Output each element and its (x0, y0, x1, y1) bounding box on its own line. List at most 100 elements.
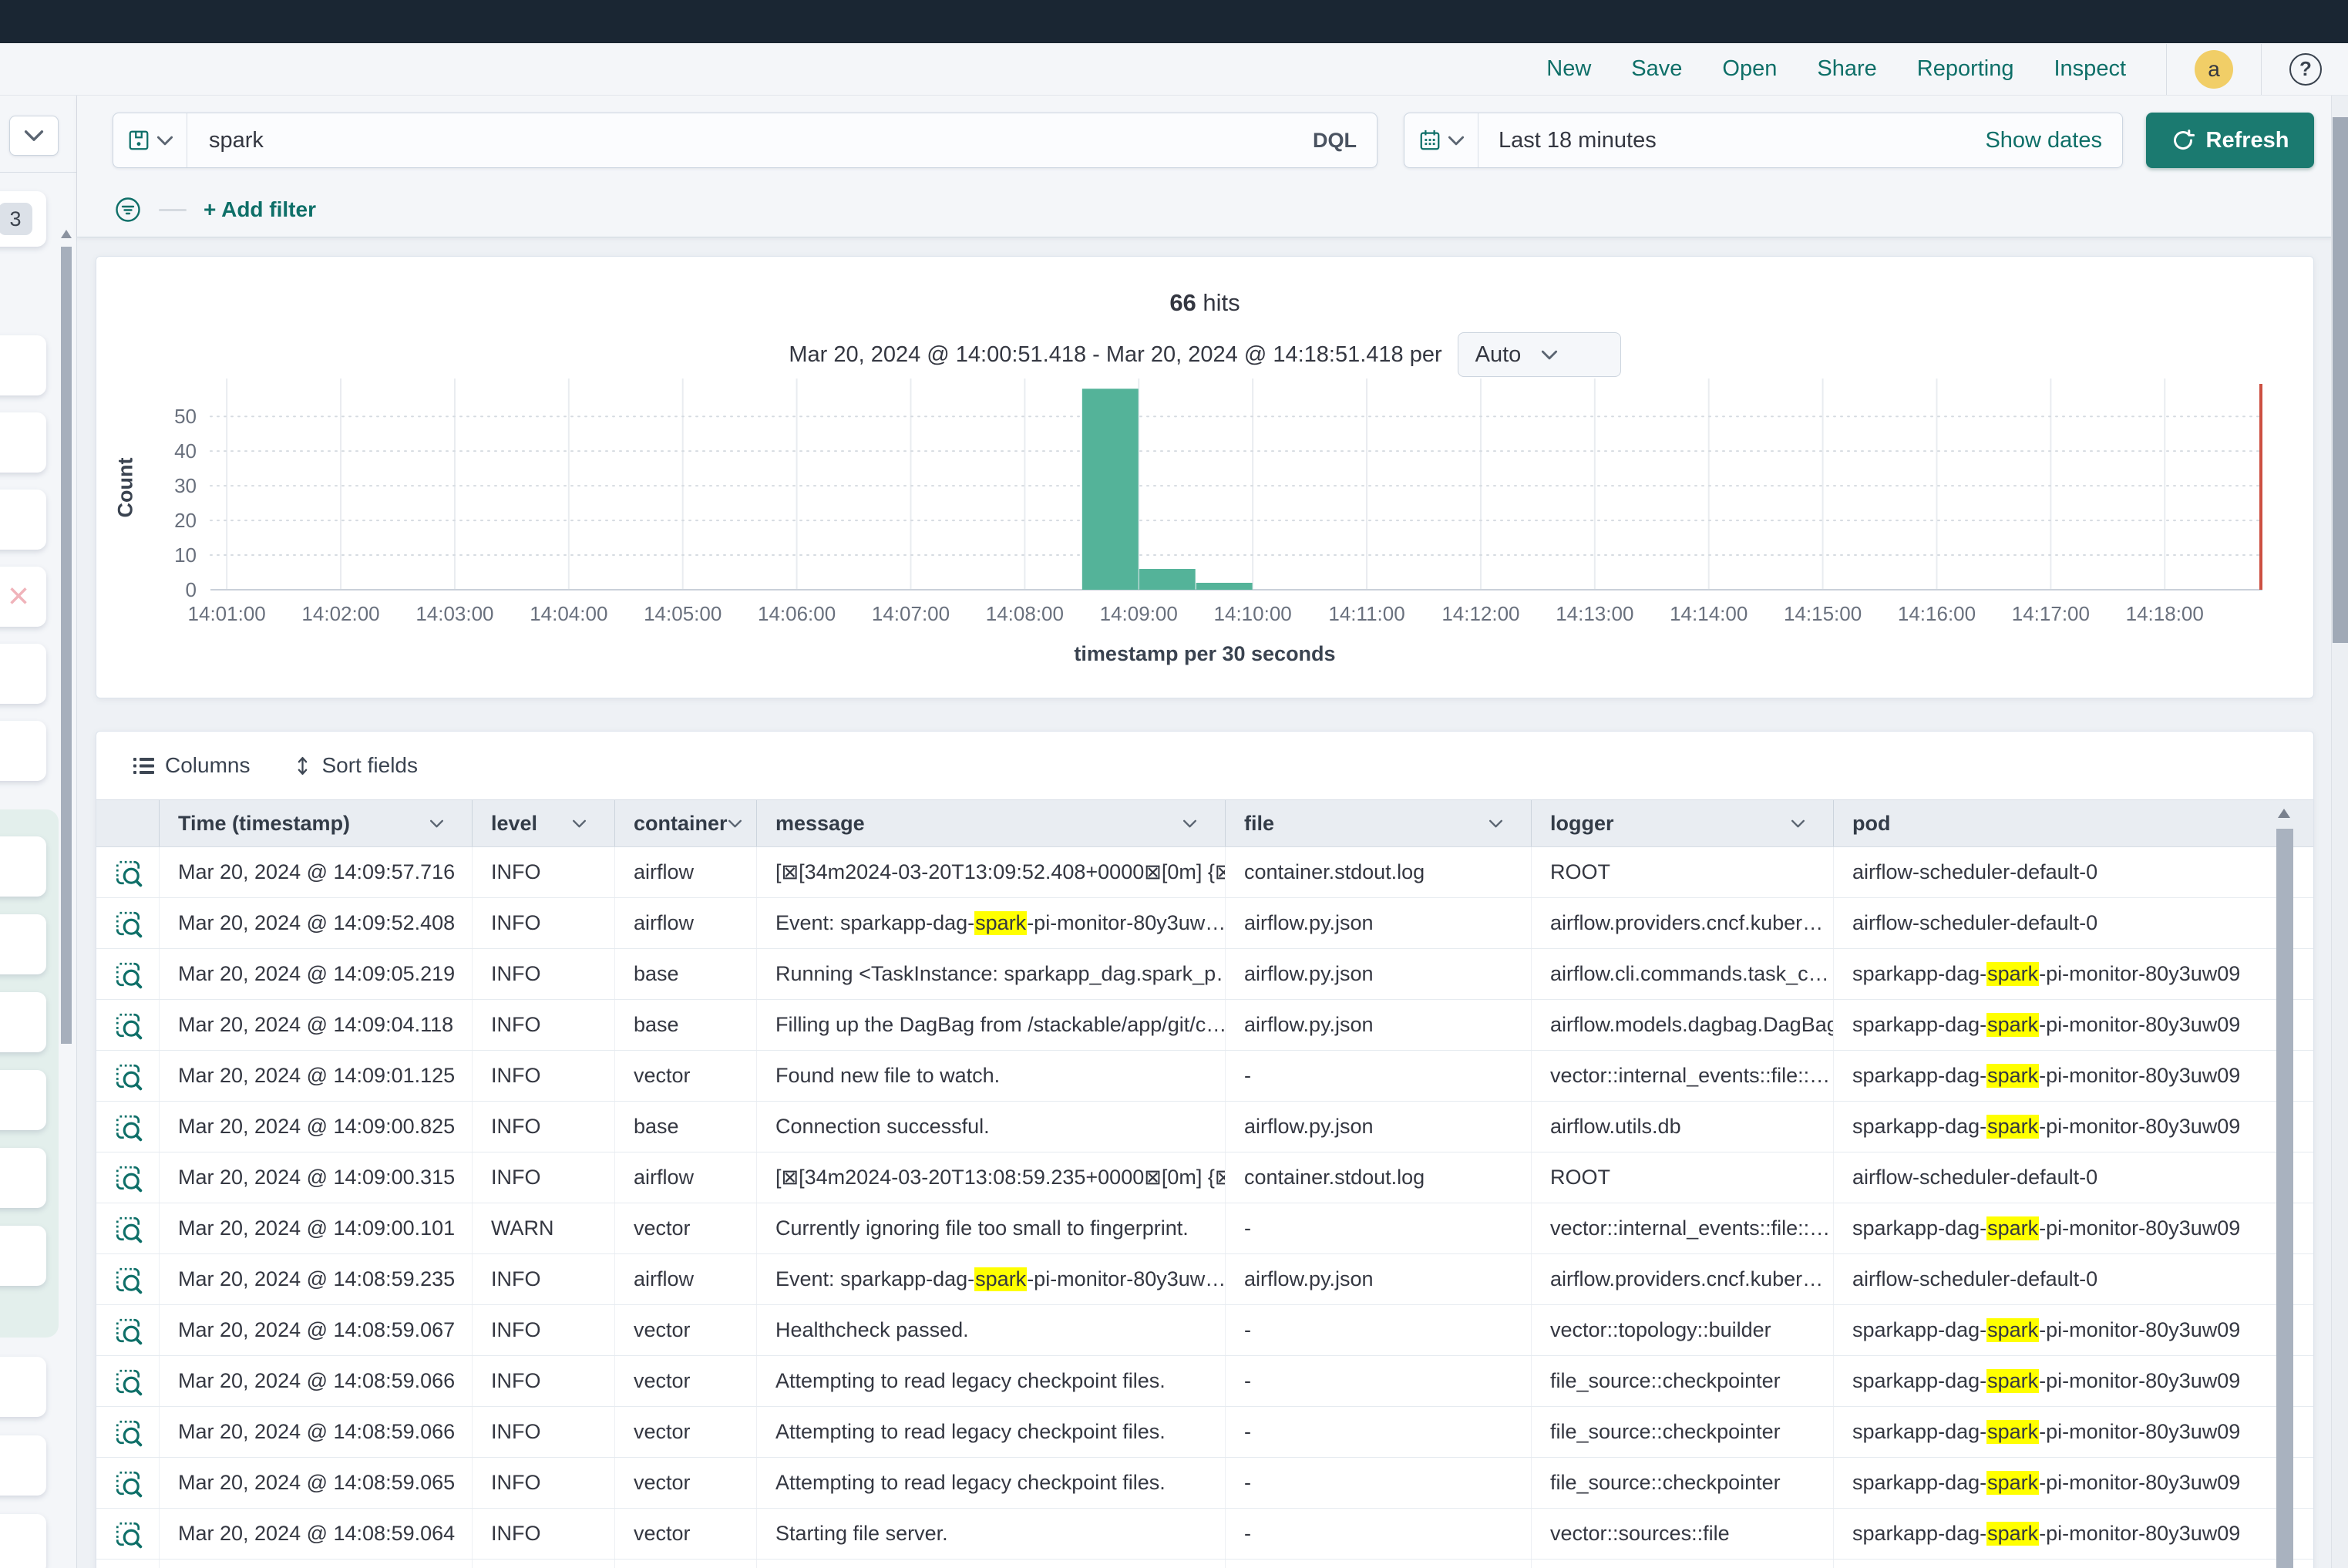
cell-level: INFO (473, 898, 615, 948)
collapse-sidebar-button[interactable] (9, 116, 59, 156)
nav-link-inspect[interactable]: Inspect (2054, 56, 2127, 81)
documents-table-panel: Columns Sort fields Time (timestamp) leve… (96, 731, 2314, 1568)
expand-row-button[interactable] (96, 847, 160, 897)
svg-text:14:01:00: 14:01:00 (188, 602, 266, 625)
selected-fields-card: 3 (0, 191, 46, 247)
show-dates-button[interactable]: Show dates (1985, 127, 2102, 153)
svg-text:14:13:00: 14:13:00 (1556, 602, 1633, 625)
sort-fields-button[interactable]: Sort fields (294, 753, 418, 778)
refresh-button[interactable]: Refresh (2146, 113, 2314, 168)
interval-select[interactable]: Auto (1457, 332, 1621, 377)
columns-button[interactable]: Columns (133, 753, 250, 778)
filter-icon[interactable] (114, 196, 142, 224)
expand-row-button[interactable] (96, 898, 160, 948)
expand-row-button[interactable] (96, 1203, 160, 1253)
nav-link-share[interactable]: Share (1817, 56, 1877, 81)
field-card[interactable] (0, 721, 46, 781)
inspect-document-icon (113, 1265, 143, 1294)
svg-text:14:09:00: 14:09:00 (1100, 602, 1178, 625)
field-card[interactable] (0, 1357, 46, 1417)
cell-file: - (1226, 1203, 1532, 1253)
calendar-icon (1418, 129, 1441, 152)
cell-level: INFO (473, 1051, 615, 1101)
cell-file: - (1226, 1458, 1532, 1508)
expand-row-button[interactable] (96, 1102, 160, 1152)
field-card[interactable] (0, 914, 46, 974)
table-row: Mar 20, 2024 @ 14:08:59.066 INFO vector Att… (96, 1356, 2313, 1407)
column-header-level[interactable]: level (473, 800, 615, 846)
expand-row-button[interactable] (96, 1458, 160, 1508)
add-filter-button[interactable]: + Add filter (204, 197, 316, 221)
svg-text:14:17:00: 14:17:00 (2012, 602, 2090, 625)
app-nav-row: New Save Open Share Reporting Inspect a ? (0, 43, 2348, 96)
table-row: Mar 20, 2024 @ 14:09:52.408 INFO airflow Ev… (96, 898, 2313, 949)
cell-container: base (615, 1102, 757, 1152)
expand-row-button[interactable] (96, 1305, 160, 1355)
cell-level: INFO (473, 1407, 615, 1457)
expand-row-button[interactable] (96, 1254, 160, 1304)
field-card[interactable] (0, 412, 46, 473)
expand-row-button[interactable] (96, 1356, 160, 1406)
field-card[interactable] (0, 490, 46, 550)
table-row: Mar 20, 2024 @ 14:09:05.219 INFO base Runni… (96, 949, 2313, 1000)
sidebar-scroll-up-icon[interactable] (61, 230, 72, 238)
field-card[interactable] (0, 644, 46, 704)
global-top-bar (0, 0, 2348, 43)
field-card[interactable] (0, 1435, 46, 1496)
field-card[interactable] (0, 1148, 46, 1208)
saved-query-menu-button[interactable] (113, 113, 187, 167)
sidebar-scrollbar[interactable] (61, 247, 72, 1044)
histogram-chart[interactable]: 14:01:00 14:02:00 14:03:00 14:04:00 14:05:00… (96, 372, 2315, 634)
cell-logger: airflow.utils.db (1532, 1102, 1834, 1152)
search-highlight: spark (974, 1267, 1028, 1291)
page-scrollbar[interactable] (2333, 117, 2348, 643)
field-card[interactable] (0, 1226, 46, 1286)
table-scroll-up-icon[interactable] (2278, 809, 2290, 818)
query-language-button[interactable]: DQL (1313, 128, 1357, 152)
column-header-container[interactable]: container (615, 800, 757, 846)
cell-time: Mar 20, 2024 @ 14:09:04.118 (160, 1000, 473, 1050)
nav-link-open[interactable]: Open (1722, 56, 1778, 81)
column-header-file[interactable]: file (1226, 800, 1532, 846)
cell-pod: sparkapp-dag-spark -pi-monitor-80y3uw09 (1852, 1216, 2241, 1240)
expand-row-button[interactable] (96, 1051, 160, 1101)
expand-row-button[interactable] (96, 1407, 160, 1457)
column-header-message[interactable]: message (757, 800, 1226, 846)
field-card[interactable]: × (0, 567, 46, 627)
column-header-pod[interactable]: pod (1852, 811, 1891, 835)
remove-field-icon[interactable]: × (7, 576, 29, 617)
avatar[interactable]: a (2195, 49, 2233, 89)
table-scrollbar[interactable] (2276, 829, 2293, 1568)
nav-link-save[interactable]: Save (1631, 56, 1683, 81)
help-icon[interactable]: ? (2289, 52, 2322, 86)
cell-container: vector (615, 1458, 757, 1508)
field-card[interactable] (0, 836, 46, 897)
cell-logger: vector::topology::builder (1532, 1305, 1834, 1355)
nav-link-reporting[interactable]: Reporting (1916, 56, 2014, 81)
field-card[interactable] (0, 992, 46, 1052)
cell-pod: sparkapp-dag-spark -pi-monitor-80y3uw09 (1852, 1420, 2241, 1444)
cell-pod: airflow-scheduler-default-0 (1852, 860, 2098, 883)
svg-text:14:07:00: 14:07:00 (872, 602, 950, 625)
field-card[interactable] (0, 1070, 46, 1130)
cell-container: base (615, 1000, 757, 1050)
field-card[interactable] (0, 335, 46, 395)
time-range-value[interactable]: Last 18 minutes (1499, 127, 1657, 153)
cell-file: - (1226, 1305, 1532, 1355)
column-header-time[interactable]: Time (timestamp) (160, 800, 473, 846)
chevron-down-icon (1182, 819, 1211, 828)
search-input[interactable] (187, 113, 1313, 167)
expand-row-button[interactable] (96, 1000, 160, 1050)
expand-row-button[interactable] (96, 1560, 160, 1568)
date-quick-select-button[interactable] (1404, 113, 1478, 167)
expand-row-button[interactable] (96, 1152, 160, 1203)
search-highlight: spark (1986, 1013, 2040, 1037)
column-header-logger[interactable]: logger (1532, 800, 1834, 846)
expand-row-button[interactable] (96, 1509, 160, 1559)
cell-time: Mar 20, 2024 @ 14:09:00.315 (160, 1152, 473, 1203)
chevron-down-icon (24, 130, 44, 142)
nav-link-new[interactable]: New (1546, 56, 1592, 81)
cell-level: INFO (473, 1152, 615, 1203)
field-card[interactable] (0, 1514, 46, 1568)
expand-row-button[interactable] (96, 949, 160, 999)
